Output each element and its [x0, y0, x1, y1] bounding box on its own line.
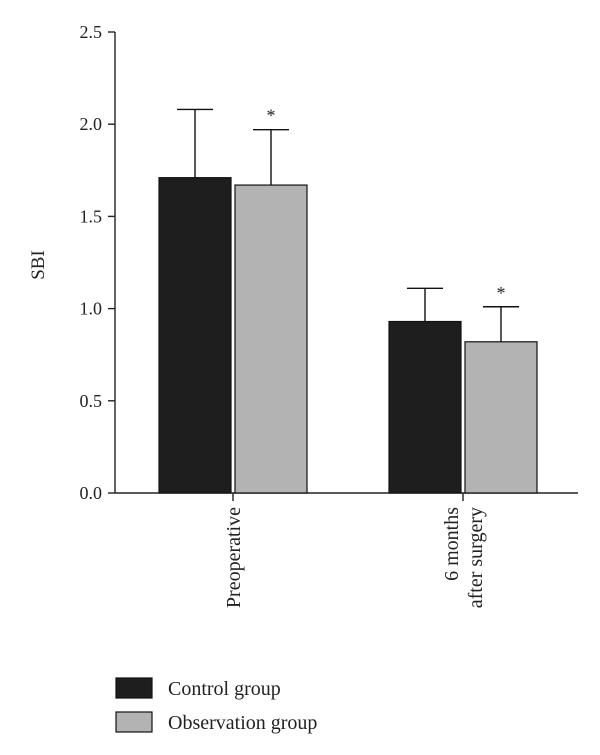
bar-control-6-months	[388, 320, 462, 494]
legend-label: Control group	[168, 678, 281, 700]
x-tick-label: Preoperative	[223, 507, 245, 608]
significance-marker: *	[267, 106, 276, 126]
y-tick-label: 1.0	[80, 299, 103, 319]
y-tick-label: 0.0	[80, 483, 103, 503]
bar-observation-6-months	[464, 341, 538, 494]
significance-marker: *	[497, 283, 506, 303]
legend: Control group Observation group	[115, 677, 317, 734]
y-axis-title: SBI	[28, 250, 49, 280]
legend-label: Observation group	[168, 712, 317, 734]
y-tick-label: 0.5	[80, 391, 103, 411]
bar-observation-preoperative	[234, 184, 308, 494]
bar-control-preoperative	[158, 177, 232, 494]
y-tick-label: 2.5	[80, 22, 103, 42]
bars: **	[158, 106, 538, 494]
category-labels: Preoperative 6 months after surgery	[223, 507, 487, 608]
y-axis: 0.0 0.5 1.0 1.5 2.0 2.5	[80, 22, 116, 503]
legend-swatch	[115, 677, 153, 699]
y-tick-label: 2.0	[80, 114, 103, 134]
x-tick-label: 6 months	[441, 507, 463, 581]
legend-swatch	[115, 711, 153, 733]
x-axis	[115, 492, 578, 501]
y-tick-label: 1.5	[80, 206, 103, 226]
x-tick-label: after surgery	[465, 507, 487, 608]
